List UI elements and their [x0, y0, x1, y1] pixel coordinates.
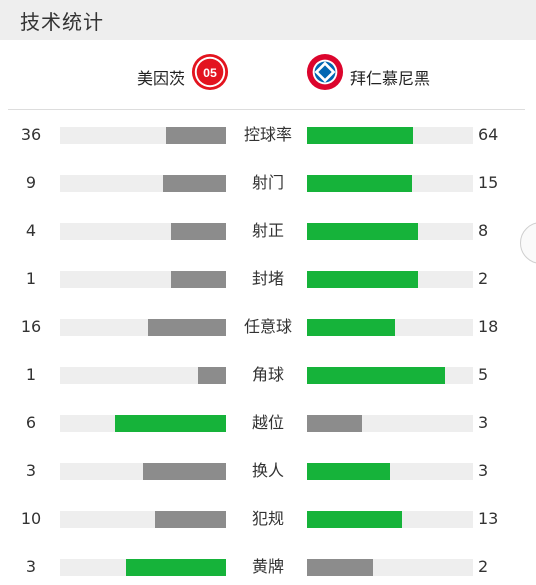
- stat-label: 任意球: [243, 317, 292, 336]
- stat-label: 犯规: [251, 509, 284, 528]
- home-stat-bar-track: [60, 511, 226, 528]
- home-stat-bar: [198, 367, 226, 384]
- stats-header: 技术统计: [0, 0, 536, 40]
- away-stat-bar-track: [307, 127, 473, 144]
- away-stat-bar-track: [307, 367, 473, 384]
- away-stat-bar: [307, 223, 418, 240]
- home-team-name: 美因茨: [137, 69, 186, 88]
- home-stat-value: 3: [25, 557, 37, 576]
- stat-label: 黄牌: [251, 557, 284, 576]
- away-stat-bar: [307, 319, 395, 336]
- home-stat-bar: [166, 127, 226, 144]
- away-stat-value: 15: [478, 173, 499, 192]
- home-stat-bar: [171, 223, 226, 240]
- home-stat-bar: [143, 463, 226, 480]
- away-stat-bar-track: [307, 463, 473, 480]
- away-stat-value: 8: [478, 221, 489, 240]
- stat-row: 1 封堵 2: [0, 267, 536, 291]
- stat-label: 控球率: [243, 125, 292, 144]
- away-stat-bar-track: [307, 175, 473, 192]
- stat-row: 3 黄牌 2: [0, 555, 536, 579]
- away-stat-value: 2: [478, 557, 489, 576]
- away-stat-bar-track: [307, 319, 473, 336]
- home-stat-bar: [148, 319, 226, 336]
- away-stat-value: 64: [478, 125, 499, 144]
- mainz-crest-icon: 05: [191, 53, 229, 91]
- away-stat-value: 3: [478, 461, 489, 480]
- home-stat-bar-track: [60, 319, 226, 336]
- svg-text:05: 05: [203, 66, 217, 80]
- stat-label: 换人: [251, 461, 284, 480]
- away-stat-bar-track: [307, 271, 473, 288]
- away-stat-bar-track: [307, 559, 473, 576]
- away-stat-bar: [307, 463, 390, 480]
- teams-row: 美因茨 05 拜仁慕尼黑: [0, 40, 536, 110]
- home-stat-bar-track: [60, 415, 226, 432]
- home-stat-value: 9: [25, 173, 37, 192]
- stat-row: 6 越位 3: [0, 411, 536, 435]
- stat-row: 1 角球 5: [0, 363, 536, 387]
- stat-row: 3 换人 3: [0, 459, 536, 483]
- home-stat-value: 6: [25, 413, 37, 432]
- home-stat-bar: [115, 415, 226, 432]
- home-stat-value: 4: [25, 221, 37, 240]
- away-stat-value: 18: [478, 317, 499, 336]
- home-stat-value: 36: [20, 125, 42, 144]
- away-stat-value: 5: [478, 365, 489, 384]
- away-team-name: 拜仁慕尼黑: [350, 69, 431, 88]
- divider: [8, 109, 525, 110]
- home-stat-value: 1: [25, 269, 37, 288]
- home-stat-bar-track: [60, 367, 226, 384]
- away-stat-bar: [307, 511, 402, 528]
- away-stat-bar: [307, 559, 373, 576]
- home-stat-bar-track: [60, 127, 226, 144]
- away-stat-bar-track: [307, 415, 473, 432]
- page-title: 技术统计: [20, 10, 104, 34]
- stat-label: 射门: [251, 173, 284, 192]
- home-stat-value: 16: [20, 317, 42, 336]
- home-stat-bar: [171, 271, 226, 288]
- stat-label: 射正: [251, 221, 284, 240]
- away-stat-value: 3: [478, 413, 489, 432]
- away-stat-value: 13: [478, 509, 499, 528]
- home-stat-bar-track: [60, 175, 226, 192]
- stat-row: 16 任意球 18: [0, 315, 536, 339]
- stat-label: 角球: [251, 365, 284, 384]
- away-stat-bar: [307, 367, 445, 384]
- bayern-crest-icon: [306, 53, 344, 91]
- away-stat-bar-track: [307, 223, 473, 240]
- home-stat-value: 10: [20, 509, 42, 528]
- away-stat-bar: [307, 271, 418, 288]
- stat-row: 10 犯规 13: [0, 507, 536, 531]
- home-stat-value: 3: [25, 461, 37, 480]
- away-stat-bar: [307, 415, 362, 432]
- stat-row: 4 射正 8: [0, 219, 536, 243]
- home-stat-bar: [126, 559, 226, 576]
- stat-row: 36 控球率 64: [0, 123, 536, 147]
- away-stat-value: 2: [478, 269, 489, 288]
- home-stat-bar-track: [60, 463, 226, 480]
- home-stat-value: 1: [25, 365, 37, 384]
- home-stat-bar-track: [60, 271, 226, 288]
- home-stat-bar: [155, 511, 226, 528]
- stat-label: 封堵: [251, 269, 284, 288]
- away-stat-bar: [307, 127, 413, 144]
- home-stat-bar-track: [60, 559, 226, 576]
- stat-row: 9 射门 15: [0, 171, 536, 195]
- away-stat-bar-track: [307, 511, 473, 528]
- away-stat-bar: [307, 175, 412, 192]
- home-stat-bar-track: [60, 223, 226, 240]
- stat-label: 越位: [251, 413, 284, 432]
- home-stat-bar: [163, 175, 226, 192]
